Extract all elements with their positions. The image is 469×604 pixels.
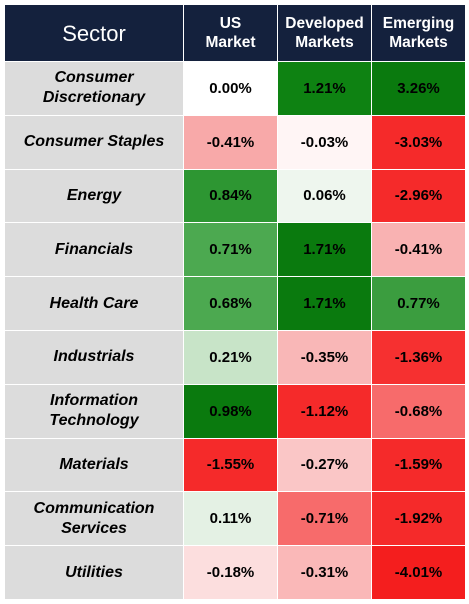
heat-cell-developed-markets: 1.21%: [277, 61, 372, 116]
heat-cell-us-market: 0.68%: [183, 276, 278, 331]
header-developed-markets: Developed Markets: [277, 4, 372, 62]
table-row: Industrials 0.21% -0.35% -1.36%: [4, 329, 466, 385]
heat-cell-us-market: 0.21%: [183, 329, 278, 385]
heat-cell-developed-markets: -0.35%: [277, 329, 372, 385]
heat-cell-developed-markets: -0.27%: [277, 437, 372, 493]
heat-cell-emerging-markets: -0.68%: [371, 383, 466, 439]
heat-cell-emerging-markets: -3.03%: [371, 114, 466, 170]
table-row: Consumer Discretionary 0.00% 1.21% 3.26%: [4, 61, 466, 116]
sector-label: Information Technology: [4, 383, 184, 439]
heat-cell-developed-markets: -0.71%: [277, 491, 372, 547]
table-row: Information Technology 0.98% -1.12% -0.68%: [4, 383, 466, 439]
header-row: Sector US Market Developed Markets Emerg…: [4, 4, 466, 62]
table-row: Financials 0.71% 1.71% -0.41%: [4, 222, 466, 278]
heat-cell-developed-markets: -1.12%: [277, 383, 372, 439]
heat-cell-emerging-markets: -4.01%: [371, 545, 466, 600]
heat-cell-us-market: 0.98%: [183, 383, 278, 439]
sector-returns-heatmap: Sector US Market Developed Markets Emerg…: [4, 4, 466, 600]
heat-cell-developed-markets: 0.06%: [277, 168, 372, 224]
sector-label: Health Care: [4, 276, 184, 331]
heat-cell-emerging-markets: 0.77%: [371, 276, 466, 331]
table-row: Utilities -0.18% -0.31% -4.01%: [4, 545, 466, 600]
header-us-market: US Market: [183, 4, 278, 62]
heat-cell-developed-markets: -0.31%: [277, 545, 372, 600]
table-row: Communication Services 0.11% -0.71% -1.92%: [4, 491, 466, 547]
heat-cell-emerging-markets: -1.92%: [371, 491, 466, 547]
header-sector: Sector: [4, 4, 184, 62]
heat-cell-emerging-markets: -1.36%: [371, 329, 466, 385]
table-row: Health Care 0.68% 1.71% 0.77%: [4, 276, 466, 331]
heat-cell-emerging-markets: -1.59%: [371, 437, 466, 493]
heat-cell-developed-markets: -0.03%: [277, 114, 372, 170]
table-row: Materials -1.55% -0.27% -1.59%: [4, 437, 466, 493]
heat-cell-us-market: 0.00%: [183, 61, 278, 116]
sector-label: Consumer Discretionary: [4, 61, 184, 116]
heat-cell-us-market: 0.71%: [183, 222, 278, 278]
heat-cell-emerging-markets: -2.96%: [371, 168, 466, 224]
heat-cell-emerging-markets: -0.41%: [371, 222, 466, 278]
sector-label: Industrials: [4, 329, 184, 385]
heat-cell-us-market: -1.55%: [183, 437, 278, 493]
heat-cell-us-market: -0.41%: [183, 114, 278, 170]
header-emerging-markets: Emerging Markets: [371, 4, 466, 62]
heat-cell-developed-markets: 1.71%: [277, 222, 372, 278]
sector-label: Consumer Staples: [4, 114, 184, 170]
table-row: Consumer Staples -0.41% -0.03% -3.03%: [4, 114, 466, 170]
heat-cell-us-market: 0.11%: [183, 491, 278, 547]
heatmap-body: Consumer Discretionary 0.00% 1.21% 3.26% Con…: [4, 61, 466, 600]
table-row: Energy 0.84% 0.06% -2.96%: [4, 168, 466, 224]
heat-cell-developed-markets: 1.71%: [277, 276, 372, 331]
sector-label: Communication Services: [4, 491, 184, 547]
sector-label: Financials: [4, 222, 184, 278]
heat-cell-us-market: 0.84%: [183, 168, 278, 224]
sector-label: Materials: [4, 437, 184, 493]
sector-label: Energy: [4, 168, 184, 224]
sector-label: Utilities: [4, 545, 184, 600]
heat-cell-emerging-markets: 3.26%: [371, 61, 466, 116]
heat-cell-us-market: -0.18%: [183, 545, 278, 600]
